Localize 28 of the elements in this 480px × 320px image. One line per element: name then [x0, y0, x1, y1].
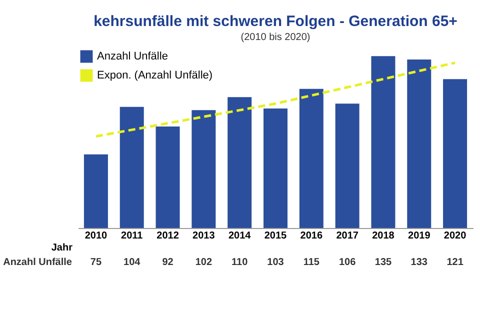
legend-label: Anzahl Unfälle — [97, 50, 168, 62]
chart-subtitle: (2010 bis 2020) — [240, 32, 310, 43]
x-tick-label: 2014 — [228, 230, 252, 242]
x-axis-title: Jahr — [51, 242, 73, 254]
data-label: 115 — [303, 257, 320, 268]
data-label: 92 — [162, 257, 174, 268]
data-label: 106 — [338, 257, 356, 268]
x-tick-label: 2018 — [372, 230, 395, 242]
x-tick-label: 2019 — [408, 230, 431, 242]
data-label: 104 — [124, 257, 141, 268]
data-label: 102 — [195, 257, 212, 268]
x-tick-label: 2011 — [121, 230, 144, 242]
data-label: 110 — [232, 257, 248, 268]
x-tick-label: 2016 — [300, 230, 323, 242]
x-tick-label: 2017 — [336, 230, 359, 242]
chart-title: kehrsunfälle mit schweren Folgen - Generation 65+ — [94, 13, 458, 30]
data-label: 133 — [410, 257, 428, 268]
x-tick-label: 2012 — [156, 230, 180, 242]
data-label: 135 — [374, 257, 392, 268]
x-tick-label: 2010 — [84, 230, 108, 242]
data-label: 121 — [446, 257, 464, 268]
x-tick-label: 2013 — [192, 230, 216, 242]
data-label: 103 — [267, 257, 284, 268]
text: Anzahl Unfälle — [3, 257, 72, 268]
legend-label: Expon. (Anzahl Unfälle) — [97, 70, 213, 82]
data-label: 75 — [90, 257, 102, 268]
x-tick-label: 2020 — [444, 230, 467, 242]
x-tick-label: 2015 — [264, 230, 288, 242]
